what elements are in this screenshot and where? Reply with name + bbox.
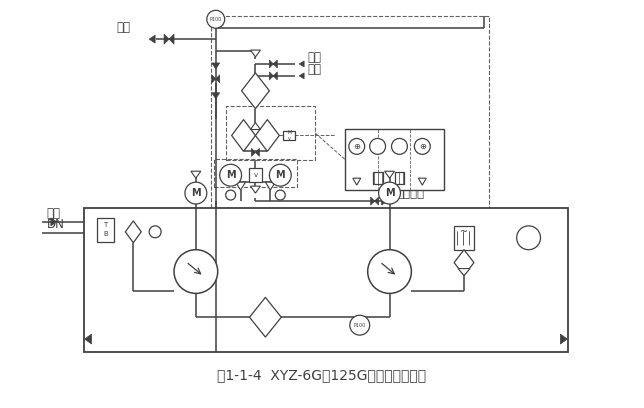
- Polygon shape: [256, 120, 279, 151]
- Circle shape: [392, 138, 408, 154]
- Bar: [97, 218, 115, 242]
- Text: 出水: 出水: [307, 51, 321, 64]
- Polygon shape: [126, 221, 141, 243]
- Polygon shape: [375, 197, 379, 205]
- Polygon shape: [212, 75, 216, 83]
- Circle shape: [269, 164, 291, 186]
- Polygon shape: [212, 93, 220, 99]
- Polygon shape: [251, 122, 260, 129]
- Text: T: T: [103, 222, 108, 228]
- Text: P100: P100: [209, 17, 222, 22]
- Bar: [454, 226, 474, 250]
- Polygon shape: [51, 218, 57, 226]
- Polygon shape: [216, 75, 220, 83]
- Text: P100: P100: [354, 323, 366, 328]
- Circle shape: [174, 250, 218, 293]
- Text: B: B: [103, 231, 108, 237]
- Polygon shape: [191, 171, 201, 178]
- Circle shape: [350, 315, 370, 335]
- Circle shape: [370, 138, 386, 154]
- Polygon shape: [242, 73, 269, 109]
- Text: 进水: 进水: [307, 63, 321, 76]
- Text: M: M: [276, 170, 285, 180]
- Text: 图1-1-4  XYZ-6G～125G型稀油站原理图: 图1-1-4 XYZ-6G～125G型稀油站原理图: [218, 368, 426, 382]
- Text: M: M: [191, 188, 201, 198]
- Circle shape: [414, 138, 430, 154]
- Circle shape: [368, 250, 412, 293]
- Polygon shape: [252, 149, 256, 156]
- Polygon shape: [251, 50, 260, 57]
- Bar: [345, 129, 444, 190]
- Polygon shape: [458, 268, 470, 275]
- Bar: [225, 106, 315, 160]
- Bar: [283, 131, 295, 140]
- Polygon shape: [384, 171, 395, 178]
- Polygon shape: [84, 334, 91, 344]
- Bar: [214, 159, 297, 187]
- Circle shape: [516, 226, 540, 250]
- Text: ⊕: ⊕: [419, 142, 426, 151]
- Text: M
v: M v: [287, 130, 291, 141]
- Circle shape: [276, 190, 285, 200]
- Polygon shape: [149, 35, 155, 43]
- Polygon shape: [164, 34, 169, 44]
- Bar: [211, 16, 489, 250]
- Circle shape: [220, 164, 242, 186]
- Bar: [249, 168, 262, 182]
- Circle shape: [349, 138, 365, 154]
- Text: ~: ~: [460, 227, 468, 237]
- Text: M: M: [226, 170, 236, 180]
- Text: 供油: 供油: [117, 21, 130, 34]
- Polygon shape: [256, 149, 260, 156]
- Polygon shape: [249, 297, 281, 337]
- Polygon shape: [251, 186, 260, 193]
- Circle shape: [207, 10, 225, 28]
- Text: DN: DN: [47, 218, 65, 231]
- Polygon shape: [269, 60, 273, 68]
- Polygon shape: [269, 72, 273, 80]
- Circle shape: [185, 182, 207, 204]
- Polygon shape: [169, 34, 174, 44]
- Polygon shape: [419, 178, 426, 185]
- Polygon shape: [265, 182, 276, 190]
- Circle shape: [225, 190, 236, 200]
- Text: v: v: [253, 172, 258, 178]
- Polygon shape: [273, 60, 278, 68]
- Polygon shape: [371, 197, 375, 205]
- Polygon shape: [212, 63, 220, 69]
- Polygon shape: [382, 197, 388, 205]
- Circle shape: [149, 226, 161, 238]
- Polygon shape: [299, 61, 304, 67]
- Circle shape: [379, 182, 401, 204]
- Bar: [84, 208, 568, 352]
- Text: M: M: [384, 188, 394, 198]
- Polygon shape: [299, 73, 304, 79]
- Polygon shape: [454, 250, 474, 275]
- Polygon shape: [560, 334, 567, 344]
- Bar: [373, 172, 383, 184]
- Bar: [395, 172, 404, 184]
- Text: 回油: 回油: [47, 207, 61, 220]
- Polygon shape: [232, 120, 256, 151]
- Text: 排污油口: 排污油口: [397, 187, 424, 200]
- Polygon shape: [236, 182, 245, 190]
- Text: ⊕: ⊕: [354, 142, 360, 151]
- Polygon shape: [273, 72, 278, 80]
- Polygon shape: [353, 178, 361, 185]
